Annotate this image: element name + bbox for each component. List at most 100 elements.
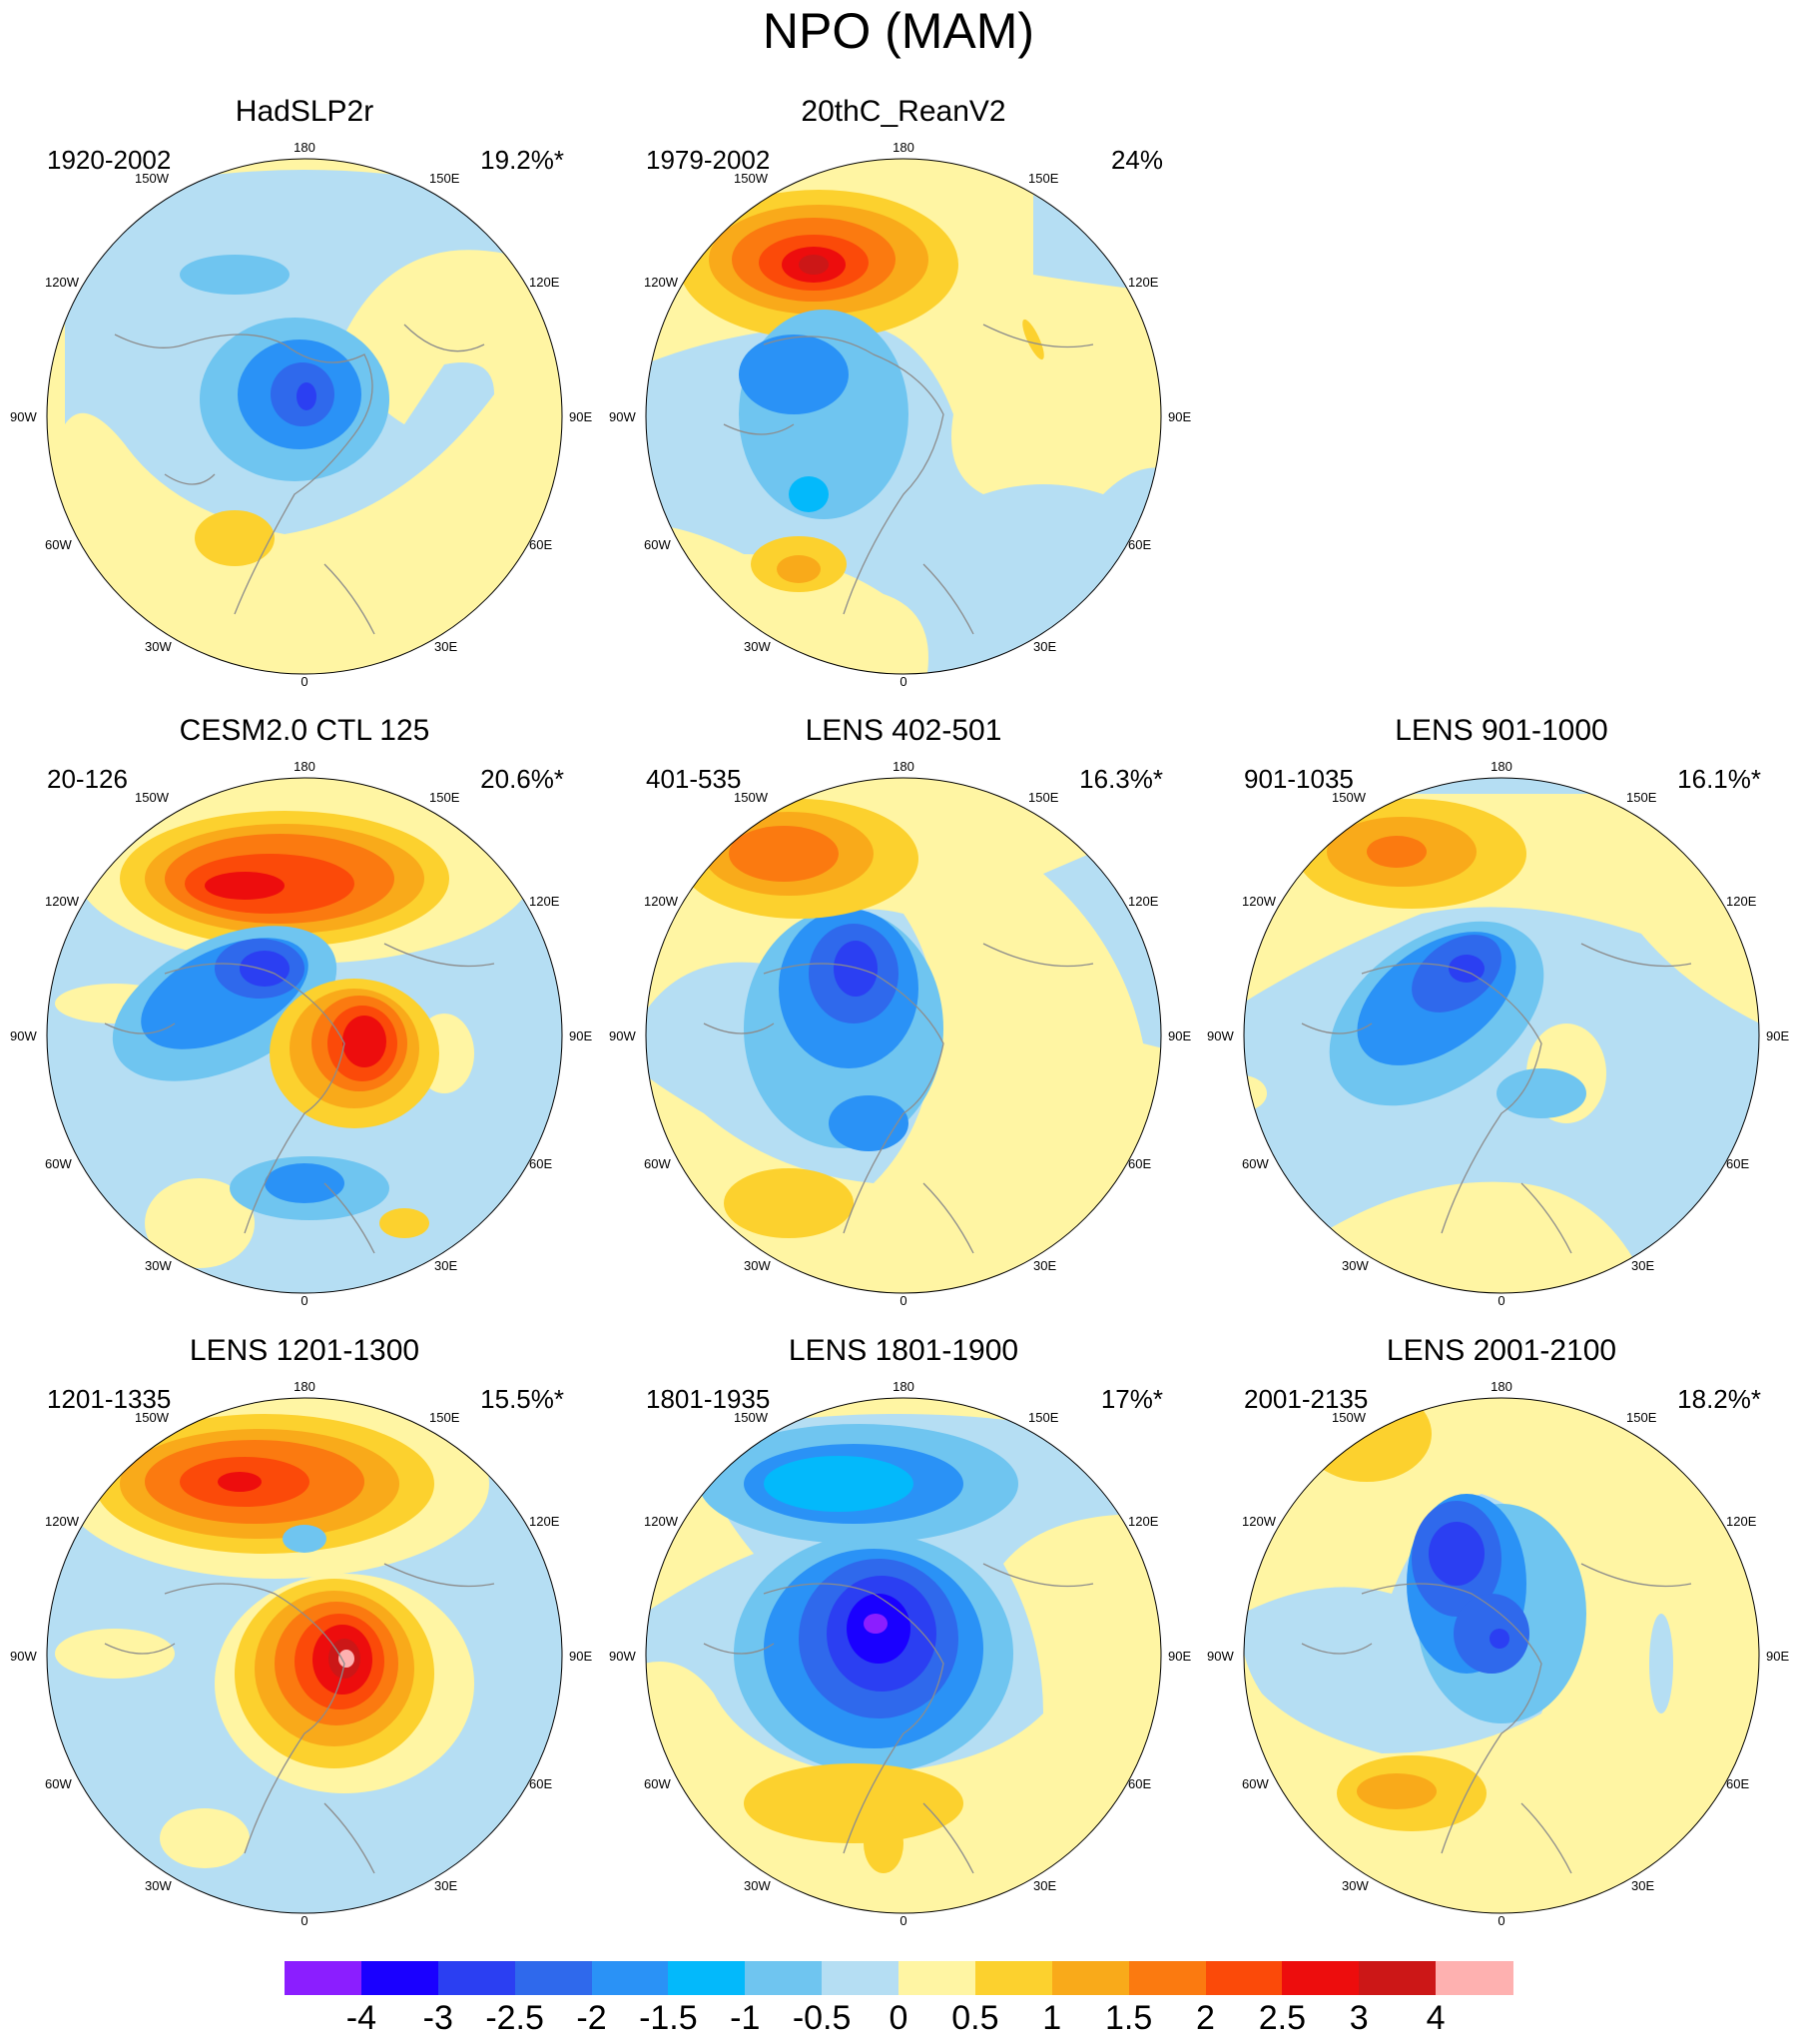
colorbar-swatch <box>1282 1961 1360 1995</box>
panel-variance: 17%* <box>1100 1384 1163 1414</box>
svg-text:90W: 90W <box>10 1649 37 1664</box>
svg-text:90E: 90E <box>1168 1649 1191 1664</box>
polar-map: 180 150E 120E 90E 60E 30E 0 30W 60W 90W … <box>10 759 592 1308</box>
map-panel-lens-2001: LENS 2001-2100 2001-2135 18.2%* 180 150E… <box>1207 1334 1789 1933</box>
polar-map: 180 150E 120E 90E 60E 30E 0 30W 60W 90W … <box>1207 1379 1789 1928</box>
map-panel-lens-1801: LENS 1801-1900 1801-1935 17%* 180 150E <box>609 1334 1191 1933</box>
svg-text:180: 180 <box>1491 1379 1512 1394</box>
colorbar-tick-label: -2.5 <box>485 1999 544 2037</box>
svg-text:30W: 30W <box>744 639 771 654</box>
svg-text:60W: 60W <box>45 537 72 552</box>
svg-text:150W: 150W <box>734 1410 769 1425</box>
svg-text:60W: 60W <box>1242 1776 1269 1791</box>
colorbar-tick-label: 0 <box>889 1999 908 2037</box>
map-panel-cesm2-ctl: CESM2.0 CTL 125 20-126 20.6%* <box>10 714 592 1313</box>
svg-text:60W: 60W <box>1242 1156 1269 1171</box>
svg-text:90E: 90E <box>1168 409 1191 424</box>
svg-text:0: 0 <box>899 674 906 689</box>
panel-period: 1801-1935 <box>646 1384 771 1414</box>
panel-variance: 15.5%* <box>480 1384 564 1414</box>
panel-variance: 18.2%* <box>1677 1384 1761 1414</box>
colorbar-swatch <box>285 1961 362 1995</box>
svg-text:60W: 60W <box>644 537 671 552</box>
colorbar-tick-label: 2.5 <box>1258 1999 1307 2037</box>
svg-text:60W: 60W <box>644 1776 671 1791</box>
colorbar-tick-label: -0.5 <box>792 1999 852 2037</box>
svg-text:60E: 60E <box>1128 1156 1151 1171</box>
svg-text:120E: 120E <box>1128 275 1159 290</box>
panel-title: 20thC_ReanV2 <box>801 95 1006 128</box>
svg-text:120W: 120W <box>644 1514 679 1529</box>
map-panel-lens-402: LENS 402-501 401-535 16.3%* 180 150E 120… <box>609 714 1191 1313</box>
longitude-labels: 180 150E 120E 90E 60E 30E 0 30W 60W 90W … <box>10 140 592 689</box>
svg-text:0: 0 <box>300 674 307 689</box>
svg-text:90E: 90E <box>1168 1028 1191 1043</box>
colorbar-swatch <box>1051 1961 1130 1995</box>
panel-period: 401-535 <box>646 764 742 794</box>
colorbar-tick-label: 3 <box>1349 1999 1369 2037</box>
svg-text:120W: 120W <box>644 275 679 290</box>
svg-text:120W: 120W <box>45 894 80 909</box>
svg-text:0: 0 <box>1498 1913 1504 1928</box>
panel-title: LENS 402-501 <box>805 714 1002 747</box>
svg-text:120E: 120E <box>529 275 560 290</box>
svg-text:60E: 60E <box>1128 537 1151 552</box>
svg-text:180: 180 <box>893 759 914 774</box>
longitude-labels: 180 150E 120E 90E 60E 30E 0 30W 60W 90W … <box>609 1379 1191 1928</box>
colorbar-swatch <box>437 1961 516 1995</box>
panel-variance: 20.6%* <box>480 764 564 794</box>
svg-text:120E: 120E <box>1726 894 1757 909</box>
panel-period: 1979-2002 <box>646 145 771 175</box>
panel-period: 20-126 <box>47 764 128 794</box>
polar-map: 180 150E 120E 90E 60E 30E 0 30W 60W 90W … <box>609 759 1191 1308</box>
svg-text:180: 180 <box>294 1379 315 1394</box>
svg-text:120E: 120E <box>529 1514 560 1529</box>
panel-title: LENS 901-1000 <box>1395 714 1608 747</box>
longitude-labels: 180 150E 120E 90E 60E 30E 0 30W 60W 90W … <box>609 140 1191 689</box>
panel-variance: 19.2%* <box>480 145 564 175</box>
svg-text:90E: 90E <box>569 1649 592 1664</box>
svg-text:150E: 150E <box>429 1410 460 1425</box>
svg-text:60W: 60W <box>45 1776 72 1791</box>
colorbar <box>285 1961 1513 1995</box>
polar-map: 180 150E 120E 90E 60E 30E 0 30W 60W 90W … <box>1207 759 1789 1308</box>
svg-text:150W: 150W <box>135 790 170 805</box>
svg-text:180: 180 <box>893 140 914 155</box>
longitude-labels: 180 150E 120E 90E 60E 30E 0 30W 60W 90W … <box>1207 759 1789 1308</box>
svg-text:180: 180 <box>893 1379 914 1394</box>
colorbar-tick-label: -3 <box>422 1999 453 2037</box>
svg-text:90W: 90W <box>609 1028 636 1043</box>
map-panel-20thc-reanv2: 20thC_ReanV2 1979-2002 24% 180 <box>609 95 1191 694</box>
svg-text:120E: 120E <box>529 894 560 909</box>
polar-map: 180 150E 120E 90E 60E 30E 0 30W 60W 90W … <box>10 1379 592 1928</box>
svg-text:0: 0 <box>300 1913 307 1928</box>
svg-text:90W: 90W <box>609 1649 636 1664</box>
panel-title: HadSLP2r <box>235 95 374 128</box>
svg-text:120E: 120E <box>1128 894 1159 909</box>
svg-text:150E: 150E <box>1626 790 1657 805</box>
panel-period: 1920-2002 <box>47 145 172 175</box>
svg-text:60W: 60W <box>45 1156 72 1171</box>
longitude-labels: 180 150E 120E 90E 60E 30E 0 30W 60W 90W … <box>10 759 592 1308</box>
panel-variance: 16.3%* <box>1079 764 1163 794</box>
map-panel-lens-1201: LENS 1201-1300 1201-1335 15.5%* <box>10 1334 592 1933</box>
colorbar-swatch <box>822 1961 899 1995</box>
colorbar-swatch <box>898 1961 976 1995</box>
svg-text:30E: 30E <box>1631 1258 1654 1273</box>
svg-text:180: 180 <box>294 759 315 774</box>
panel-title: CESM2.0 CTL 125 <box>179 714 430 747</box>
longitude-labels: 180 150E 120E 90E 60E 30E 0 30W 60W 90W … <box>1207 1379 1789 1928</box>
svg-text:0: 0 <box>300 1293 307 1308</box>
svg-text:150W: 150W <box>135 171 170 186</box>
svg-text:0: 0 <box>899 1293 906 1308</box>
svg-text:90W: 90W <box>1207 1649 1234 1664</box>
map-panel-lens-901: LENS 901-1000 901-1035 16.1%* 180 150E <box>1207 714 1789 1313</box>
svg-text:150W: 150W <box>1332 790 1367 805</box>
colorbar-swatch <box>1205 1961 1283 1995</box>
svg-text:0: 0 <box>899 1913 906 1928</box>
colorbar-tick-label: -1 <box>730 1999 761 2037</box>
colorbar-tick-label: -2 <box>576 1999 607 2037</box>
svg-text:30E: 30E <box>434 1878 457 1893</box>
polar-map: 180 150E 120E 90E 60E 30E 0 30W 60W 90W … <box>10 140 592 689</box>
svg-text:30E: 30E <box>1033 1878 1056 1893</box>
